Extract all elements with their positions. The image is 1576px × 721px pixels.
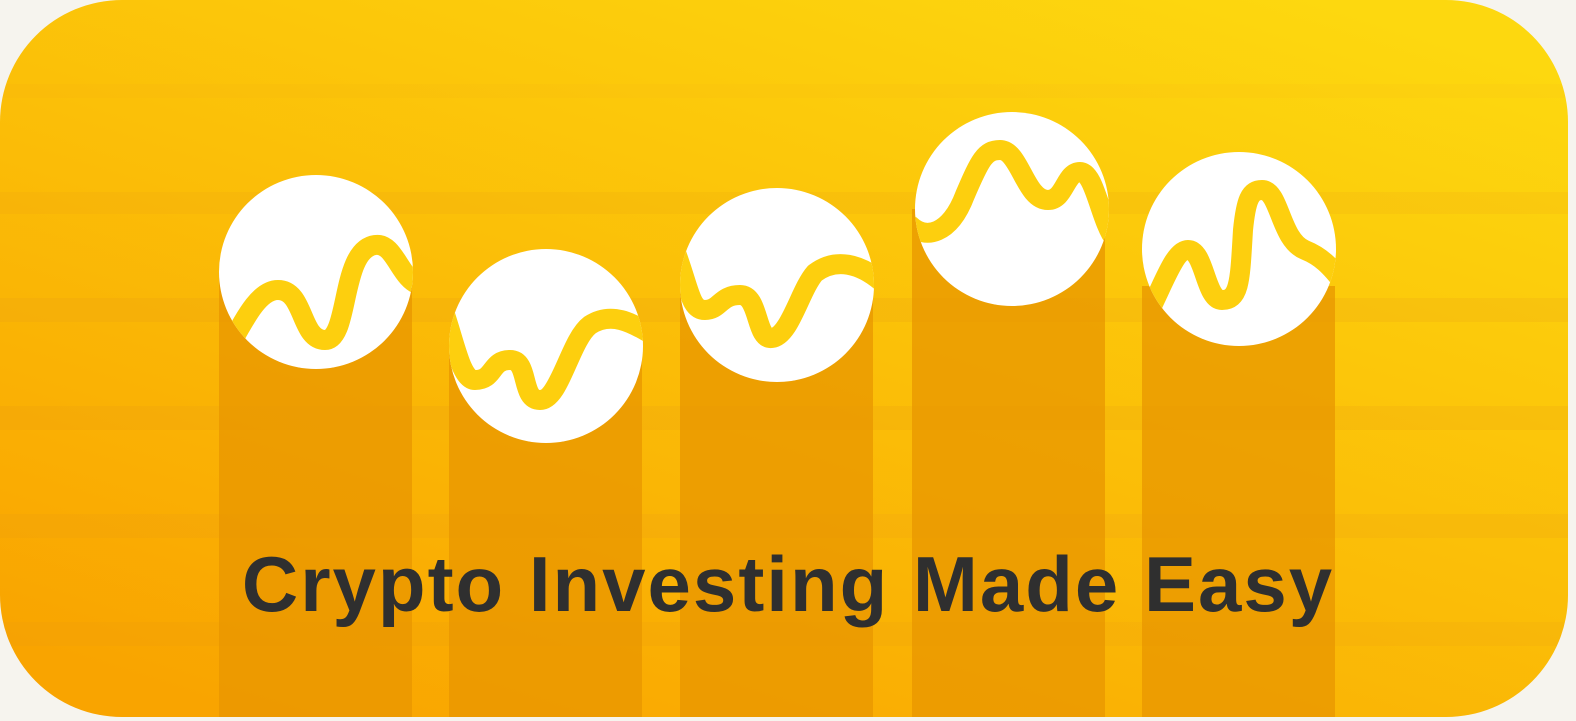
headline: Crypto Investing Made Easy [241, 540, 1335, 628]
coin-chart-icon [219, 175, 413, 369]
coin-chart-icon [915, 112, 1109, 306]
coin-chart-icon [680, 188, 874, 382]
pillar-5 [1142, 286, 1335, 717]
coin-chart-icon [1142, 152, 1336, 346]
coin-chart-icon [449, 249, 643, 443]
